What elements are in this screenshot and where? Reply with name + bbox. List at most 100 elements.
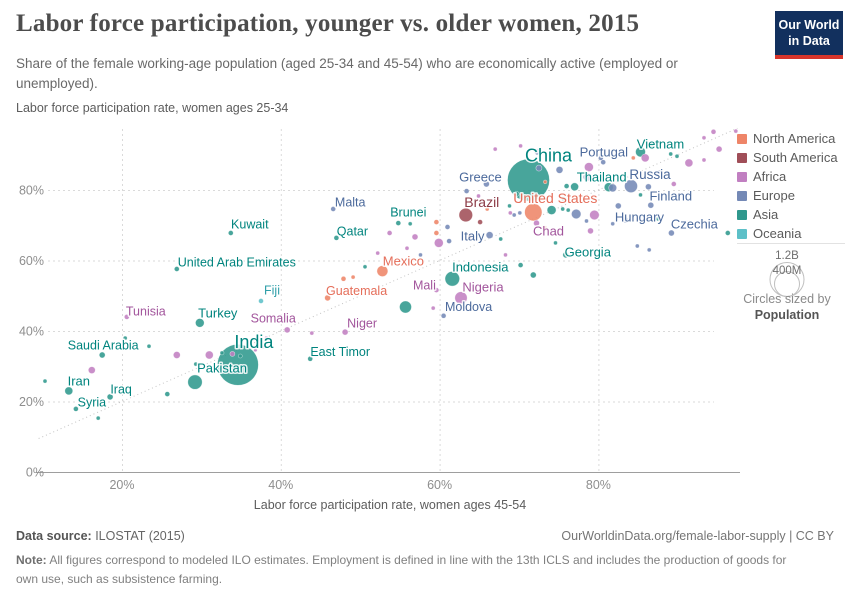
data-point-country[interactable] [571, 208, 582, 220]
data-point-iraq[interactable] [106, 393, 114, 401]
data-point-country[interactable] [404, 245, 410, 251]
data-point-country[interactable] [219, 350, 225, 356]
data-point-country[interactable] [444, 224, 451, 230]
data-point-country[interactable] [517, 210, 523, 216]
data-point-country[interactable] [446, 238, 452, 244]
data-point-country[interactable] [614, 202, 622, 210]
data-point-country[interactable] [498, 236, 504, 242]
data-point-country[interactable] [467, 234, 473, 240]
data-point-country[interactable] [565, 207, 571, 213]
data-point-malta[interactable] [330, 206, 337, 212]
data-point-country[interactable] [640, 153, 650, 163]
data-point-east-timor[interactable] [307, 355, 314, 362]
data-point-country[interactable] [589, 209, 600, 221]
data-point-country[interactable] [518, 143, 523, 149]
data-point-country[interactable] [238, 353, 243, 359]
data-point-country[interactable] [724, 230, 731, 236]
data-point-italy[interactable] [485, 231, 494, 239]
legend-item-europe[interactable]: Europe [737, 186, 838, 205]
data-point-country[interactable] [561, 196, 566, 202]
data-point-georgia[interactable] [562, 251, 570, 259]
data-point-country[interactable] [430, 305, 436, 311]
data-point-country[interactable] [164, 391, 171, 397]
legend-item-africa[interactable]: Africa [737, 167, 838, 186]
data-point-country[interactable] [146, 343, 152, 349]
data-point-country[interactable] [362, 264, 368, 270]
data-point-russia[interactable] [624, 179, 638, 193]
data-point-country[interactable] [205, 350, 214, 360]
data-point-country[interactable] [584, 218, 589, 224]
legend-item-oceania[interactable]: Oceania [737, 224, 838, 243]
data-point-country[interactable] [701, 135, 707, 141]
data-point-country[interactable] [433, 230, 440, 236]
data-point-country[interactable] [411, 233, 419, 241]
data-point-tunisia[interactable] [124, 314, 130, 320]
legend-item-north-america[interactable]: North America [737, 129, 838, 148]
data-point-country[interactable] [229, 351, 236, 357]
data-point-country[interactable] [587, 227, 594, 235]
data-point-united-arab-emirates[interactable] [174, 266, 180, 272]
data-point-country[interactable] [582, 172, 592, 182]
data-point-moldova[interactable] [440, 312, 447, 319]
data-point-country[interactable] [433, 238, 444, 248]
data-point-kuwait[interactable] [228, 230, 234, 236]
data-point-country[interactable] [645, 183, 652, 191]
data-point-country[interactable] [386, 230, 393, 236]
data-point-country[interactable] [463, 188, 470, 194]
data-point-portugal[interactable] [597, 155, 604, 161]
data-point-country[interactable] [634, 243, 640, 249]
data-point-hungary[interactable] [622, 216, 629, 224]
data-point-syria[interactable] [73, 406, 79, 412]
data-point-country[interactable] [608, 183, 618, 193]
data-point-country[interactable] [476, 193, 481, 199]
data-point-country[interactable] [584, 162, 594, 172]
data-point-country[interactable] [655, 216, 661, 222]
data-point-country[interactable] [340, 275, 347, 282]
data-point-country[interactable] [733, 128, 739, 134]
data-point-country[interactable] [517, 262, 524, 268]
data-point-country[interactable] [600, 159, 607, 165]
data-point-country[interactable] [670, 181, 677, 187]
data-point-brazil[interactable] [458, 207, 473, 223]
data-point-country[interactable] [507, 203, 512, 209]
data-point-country[interactable] [503, 252, 508, 258]
data-point-brunei[interactable] [395, 220, 402, 226]
data-point-country[interactable] [88, 366, 96, 374]
data-point-country[interactable] [253, 347, 258, 353]
data-point-country[interactable] [193, 361, 199, 367]
data-point-country[interactable] [350, 274, 356, 280]
data-point-saudi-arabia[interactable] [98, 351, 106, 359]
data-point-country[interactable] [646, 247, 652, 253]
data-point-country[interactable] [511, 212, 517, 218]
data-point-country[interactable] [513, 191, 520, 197]
data-point-mali[interactable] [433, 287, 440, 293]
data-point-country[interactable] [715, 145, 723, 153]
data-point-country[interactable] [668, 151, 674, 157]
data-point-indonesia[interactable] [444, 271, 460, 287]
data-point-country[interactable] [122, 335, 128, 341]
data-point-pakistan[interactable] [187, 374, 203, 390]
data-point-country[interactable] [375, 250, 381, 256]
data-point-country[interactable] [541, 225, 548, 231]
data-point-mexico[interactable] [376, 265, 389, 277]
data-point-country[interactable] [507, 210, 513, 216]
data-point-country[interactable] [553, 240, 558, 246]
data-point-country[interactable] [535, 164, 543, 172]
data-point-india[interactable] [217, 343, 259, 386]
data-point-czechia[interactable] [668, 229, 675, 237]
data-point-country[interactable] [710, 129, 717, 135]
data-point-country[interactable] [492, 146, 498, 152]
data-point-country[interactable] [407, 221, 413, 227]
attribution-link[interactable]: OurWorldinData.org/female-labor-supply |… [561, 529, 834, 543]
data-point-country[interactable] [543, 179, 548, 184]
legend-item-south-america[interactable]: South America [737, 148, 838, 167]
data-point-country[interactable] [674, 153, 680, 159]
data-point-country[interactable] [533, 148, 541, 156]
data-point-country[interactable] [529, 271, 537, 279]
data-point-country[interactable] [484, 206, 490, 212]
data-point-country[interactable] [630, 155, 636, 161]
data-point-country[interactable] [309, 330, 315, 336]
data-point-finland[interactable] [647, 201, 655, 209]
data-point-chad[interactable] [533, 219, 540, 227]
data-point-country[interactable] [570, 182, 579, 192]
